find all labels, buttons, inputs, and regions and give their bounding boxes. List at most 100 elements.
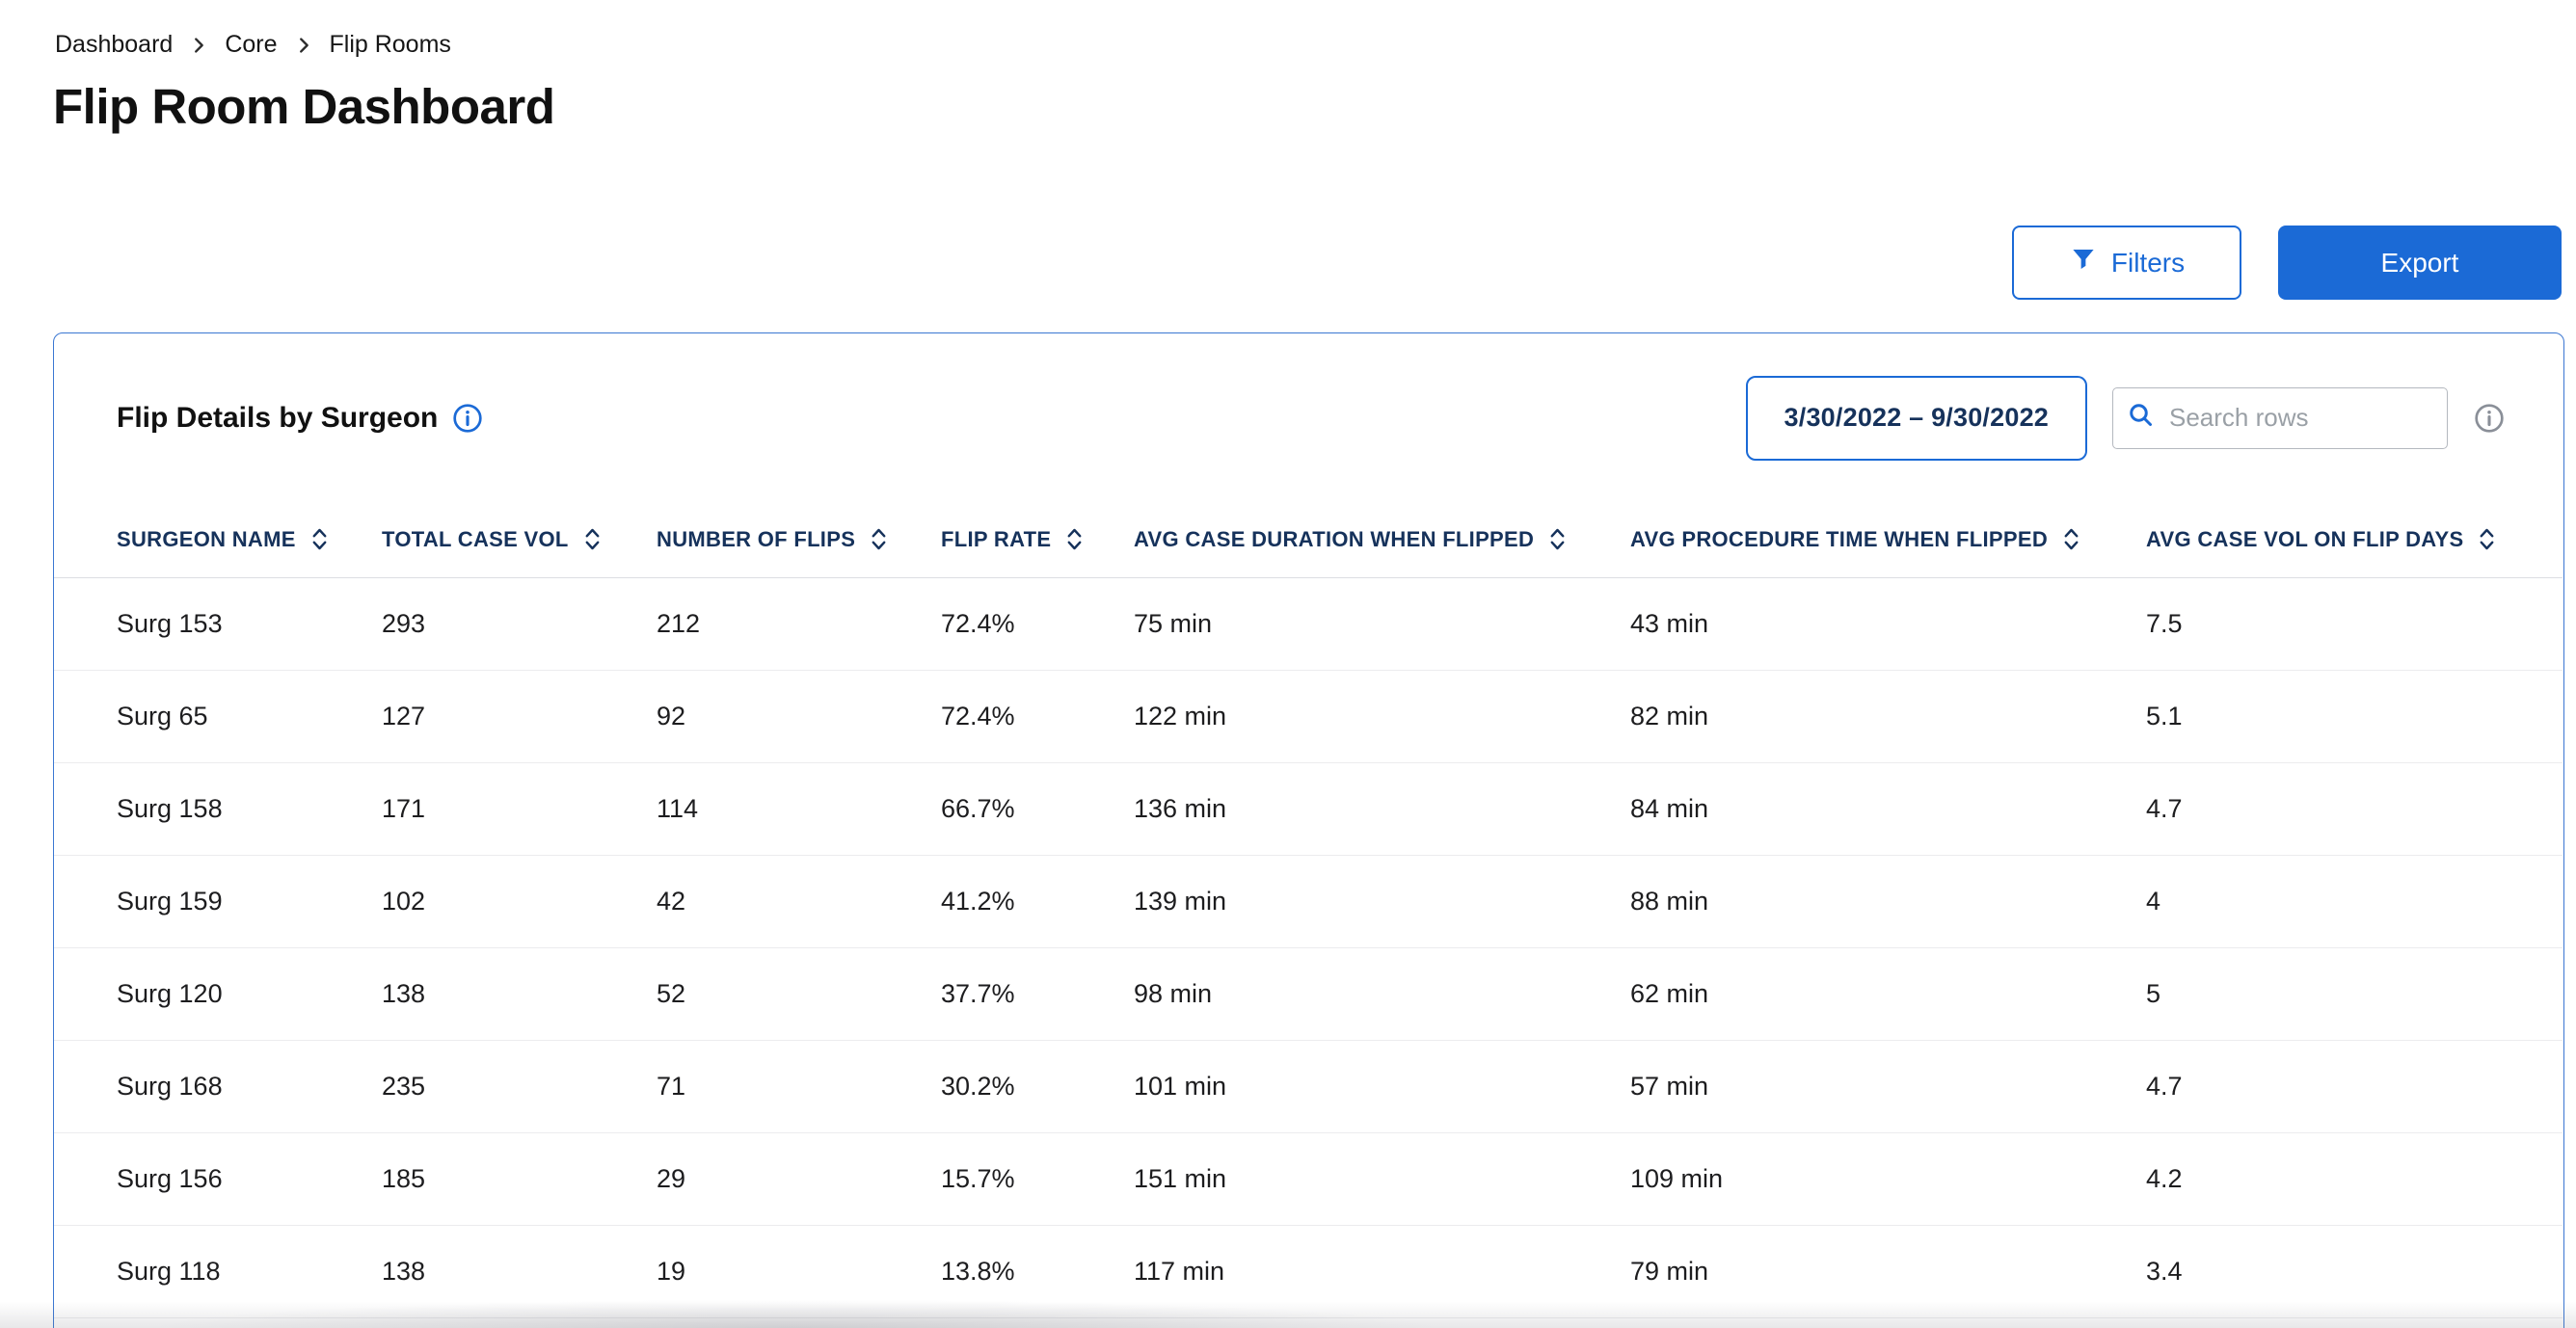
card-title: Flip Details by Surgeon (117, 401, 439, 434)
table-row: Surg 120 138 52 37.7% 98 min 62 min 5 (54, 947, 2563, 1041)
column-label: TOTAL CASE VOL (382, 526, 569, 551)
cell-avg-case-duration-when-flipped: 101 min (1134, 1040, 1630, 1133)
cell-number-of-flips: 114 (657, 762, 941, 856)
column-label: AVG PROCEDURE TIME WHEN FLIPPED (1630, 526, 2049, 551)
card-header: Flip Details by Surgeon 3/30/2022 – 9/30… (54, 333, 2563, 502)
cell-surgeon-name: Surg 118 (54, 1225, 382, 1318)
column-header-flip-rate[interactable]: FLIP RATE (941, 502, 1134, 578)
table-row: Surg 159 102 42 41.2% 139 min 88 min 4 (54, 855, 2563, 948)
cell-number-of-flips: 19 (657, 1225, 941, 1318)
sort-icon[interactable] (1065, 525, 1084, 553)
cell-avg-case-vol-on-flip-days: 5.1 (2146, 670, 2563, 763)
column-header-avg-case-duration-when-flipped[interactable]: AVG CASE DURATION WHEN FLIPPED (1134, 502, 1630, 578)
table-info-icon[interactable] (2473, 402, 2506, 435)
cell-avg-procedure-time-when-flipped: 88 min (1630, 855, 2146, 948)
cell-avg-case-duration-when-flipped: 98 min (1134, 947, 1630, 1041)
table-header-row: SURGEON NAME TOTAL CASE VOL NUMBER OF FLIP… (54, 502, 2563, 578)
cell-surgeon-name: Surg 156 (54, 1132, 382, 1226)
cell-avg-procedure-time-when-flipped: 84 min (1630, 762, 2146, 856)
search-box (2112, 386, 2448, 449)
sort-icon[interactable] (1548, 525, 1567, 553)
cell-surgeon-name: Surg 158 (54, 762, 382, 856)
cell-avg-procedure-time-when-flipped: 43 min (1630, 577, 2146, 671)
export-button-label: Export (2380, 247, 2459, 278)
cell-total-case-vol: 185 (382, 1132, 657, 1226)
sort-icon[interactable] (583, 525, 602, 553)
cell-surgeon-name: Surg 65 (54, 670, 382, 763)
sort-icon[interactable] (870, 525, 888, 553)
cell-number-of-flips: 71 (657, 1040, 941, 1133)
cell-total-case-vol: 102 (382, 855, 657, 948)
filters-button[interactable]: Filters (2012, 226, 2241, 300)
cell-number-of-flips: 42 (657, 855, 941, 948)
cell-avg-case-vol-on-flip-days: 4 (2146, 855, 2563, 948)
info-icon[interactable] (451, 402, 484, 435)
cell-flip-rate: 37.7% (941, 947, 1134, 1041)
cell-avg-case-vol-on-flip-days: 3.4 (2146, 1225, 2563, 1318)
table-row: Surg 153 293 212 72.4% 75 min 43 min 7.5 (54, 577, 2563, 671)
cell-total-case-vol: 235 (382, 1040, 657, 1133)
cell-flip-rate: 41.2% (941, 855, 1134, 948)
cell-avg-case-duration-when-flipped: 75 min (1134, 577, 1630, 671)
cell-avg-case-duration-when-flipped: 117 min (1134, 1225, 1630, 1318)
search-input[interactable] (2169, 403, 2433, 433)
cell-avg-procedure-time-when-flipped: 109 min (1630, 1132, 2146, 1226)
cell-total-case-vol: 293 (382, 577, 657, 671)
card-controls: 3/30/2022 – 9/30/2022 (1745, 375, 2506, 461)
cell-avg-procedure-time-when-flipped: 82 min (1630, 670, 2146, 763)
column-header-total-case-vol[interactable]: TOTAL CASE VOL (382, 502, 657, 578)
cell-avg-procedure-time-when-flipped: 79 min (1630, 1225, 2146, 1318)
cell-avg-case-vol-on-flip-days: 4.7 (2146, 1040, 2563, 1133)
search-icon (2127, 401, 2156, 435)
cell-flip-rate: 13.8% (941, 1225, 1134, 1318)
table-row: Surg 65 127 92 72.4% 122 min 82 min 5.1 (54, 670, 2563, 763)
cell-surgeon-name: Surg 153 (54, 577, 382, 671)
cell-avg-procedure-time-when-flipped: 57 min (1630, 1040, 2146, 1133)
cell-avg-case-duration-when-flipped: 139 min (1134, 855, 1630, 948)
flip-details-card: Flip Details by Surgeon 3/30/2022 – 9/30… (53, 332, 2564, 1328)
column-label: SURGEON NAME (117, 526, 296, 551)
cell-avg-case-vol-on-flip-days: 4.7 (2146, 762, 2563, 856)
column-label: AVG CASE VOL ON FLIP DAYS (2146, 526, 2464, 551)
cell-number-of-flips: 52 (657, 947, 941, 1041)
filter-funnel-icon (2069, 245, 2098, 280)
date-range-button[interactable]: 3/30/2022 – 9/30/2022 (1745, 375, 2087, 461)
breadcrumb-item-flip-rooms: Flip Rooms (329, 31, 451, 58)
column-header-avg-case-vol-on-flip-days[interactable]: AVG CASE VOL ON FLIP DAYS (2146, 502, 2563, 578)
cell-flip-rate: 72.4% (941, 670, 1134, 763)
page-title: Flip Room Dashboard (53, 79, 555, 134)
table-row: Surg 158 171 114 66.7% 136 min 84 min 4.7 (54, 762, 2563, 856)
surgeon-table: SURGEON NAME TOTAL CASE VOL NUMBER OF FLIP… (54, 502, 2563, 1318)
chevron-right-icon (188, 35, 209, 56)
cell-avg-case-vol-on-flip-days: 7.5 (2146, 577, 2563, 671)
cell-flip-rate: 30.2% (941, 1040, 1134, 1133)
chevron-right-icon (293, 35, 314, 56)
table-row: Surg 118 138 19 13.8% 117 min 79 min 3.4 (54, 1225, 2563, 1318)
column-label: NUMBER OF FLIPS (657, 526, 856, 551)
breadcrumb-item-dashboard[interactable]: Dashboard (55, 31, 174, 58)
cell-avg-case-vol-on-flip-days: 5 (2146, 947, 2563, 1041)
sort-icon[interactable] (310, 525, 329, 553)
cell-avg-case-duration-when-flipped: 136 min (1134, 762, 1630, 856)
column-header-surgeon-name[interactable]: SURGEON NAME (54, 502, 382, 578)
column-label: AVG CASE DURATION WHEN FLIPPED (1134, 526, 1535, 551)
column-header-number-of-flips[interactable]: NUMBER OF FLIPS (657, 502, 941, 578)
sort-icon[interactable] (2478, 525, 2496, 553)
cell-number-of-flips: 29 (657, 1132, 941, 1226)
breadcrumb-item-core[interactable]: Core (225, 31, 278, 58)
cell-surgeon-name: Surg 168 (54, 1040, 382, 1133)
table-row: Surg 168 235 71 30.2% 101 min 57 min 4.7 (54, 1040, 2563, 1133)
filters-button-label: Filters (2110, 247, 2186, 278)
cell-total-case-vol: 127 (382, 670, 657, 763)
export-button[interactable]: Export (2278, 226, 2562, 300)
cell-surgeon-name: Surg 159 (54, 855, 382, 948)
sort-icon[interactable] (2062, 525, 2080, 553)
column-label: FLIP RATE (941, 526, 1052, 551)
cell-avg-case-duration-when-flipped: 122 min (1134, 670, 1630, 763)
toolbar: Filters Export (2012, 226, 2562, 300)
cell-total-case-vol: 138 (382, 947, 657, 1041)
cell-flip-rate: 15.7% (941, 1132, 1134, 1226)
column-header-avg-procedure-time-when-flipped[interactable]: AVG PROCEDURE TIME WHEN FLIPPED (1630, 502, 2146, 578)
cell-number-of-flips: 92 (657, 670, 941, 763)
breadcrumb: Dashboard Core Flip Rooms (0, 0, 2576, 59)
